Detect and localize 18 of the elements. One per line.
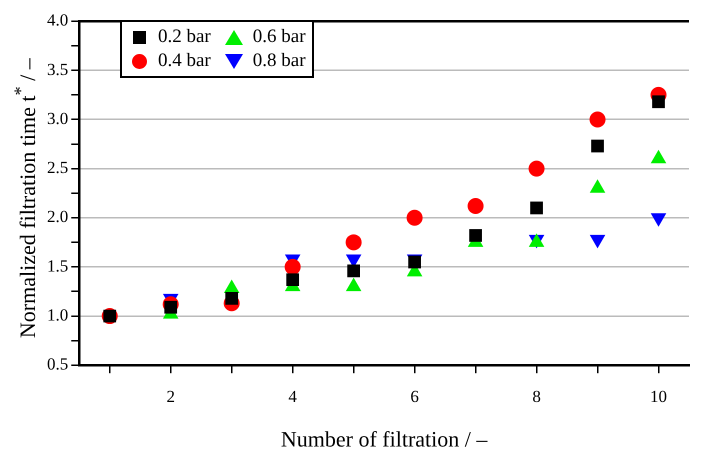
legend-label: 0.6 bar [252, 25, 306, 49]
y-tick-label: 0.5 [47, 354, 68, 374]
y-tick-label: 1.0 [47, 306, 68, 325]
y-tick-label: 3.5 [47, 60, 68, 79]
x-tick-label: 4 [288, 386, 298, 406]
legend-label: 0.4 bar [158, 49, 211, 73]
x-tick-label: 2 [166, 386, 175, 406]
y-tick-label: 4.0 [47, 10, 68, 30]
x-tick-label: 8 [532, 386, 541, 406]
legend-label: 0.8 bar [252, 49, 306, 73]
x-axis-title: Number of filtration / – [280, 426, 488, 452]
y-tick-label: 3.0 [47, 108, 68, 128]
legend-label: 0.2 bar [158, 25, 211, 49]
x-tick-label: 6 [410, 386, 419, 406]
x-tick-label: 10 [650, 386, 668, 406]
y-tick-label: 1.5 [47, 256, 68, 276]
y-tick-label: 2.5 [47, 158, 68, 178]
y-tick-label: 2.0 [47, 207, 68, 226]
